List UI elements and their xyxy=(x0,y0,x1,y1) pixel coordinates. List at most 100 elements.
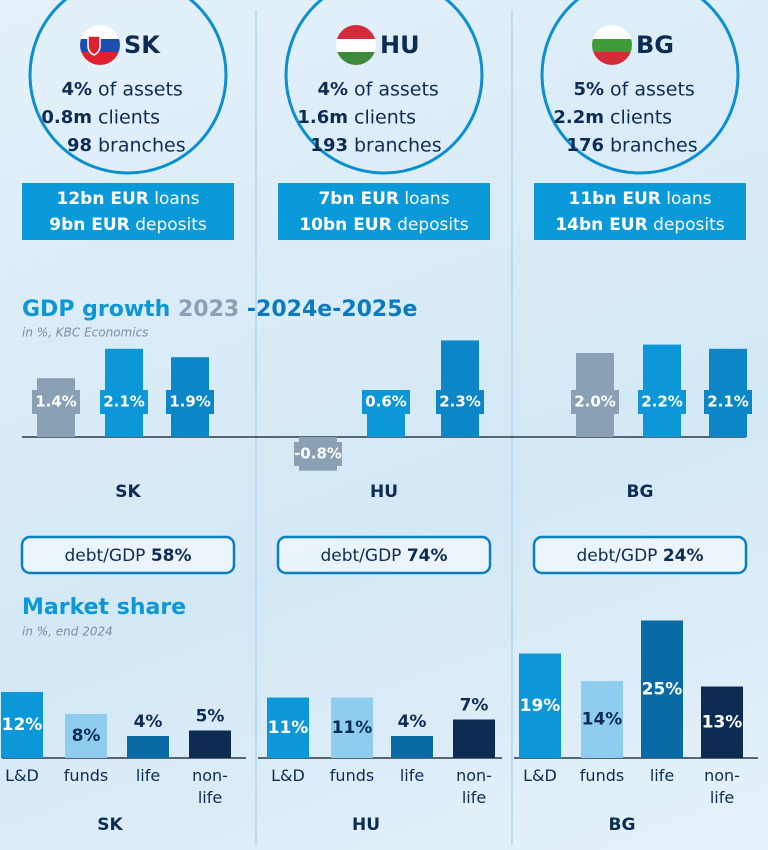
stat-value: 193 xyxy=(310,135,348,156)
label-bg xyxy=(436,390,484,414)
x-tick-label: HU xyxy=(370,482,398,502)
market-subtitle: in %, end 2024 xyxy=(22,625,113,639)
country-code: BG xyxy=(636,31,674,59)
stat-value: 5% xyxy=(573,79,604,100)
category-label: non-life xyxy=(192,766,228,807)
value: 24% xyxy=(663,546,704,566)
category-text: non-life xyxy=(704,766,740,807)
stat-value: 98 xyxy=(67,135,92,156)
country-code: HU xyxy=(380,31,420,59)
value-label: 1.4% xyxy=(35,393,77,411)
stat-label: branches xyxy=(610,135,698,157)
gdp-subtitle: in %, KBC Economics xyxy=(22,326,148,340)
bar xyxy=(65,714,107,758)
label: debt/GDP xyxy=(320,546,401,566)
value-label: 2.3% xyxy=(439,393,481,411)
value: 12bn EUR xyxy=(57,189,149,209)
line-text: 9bn EUR deposits xyxy=(49,215,207,235)
stat-label: clients xyxy=(610,107,672,129)
value-label: 4% xyxy=(134,712,163,732)
stat-value: 0.8m xyxy=(41,107,92,128)
line-text: 7bn EUR loans xyxy=(318,189,449,209)
line-text: 14bn EUR deposits xyxy=(555,215,724,235)
category-label: funds xyxy=(330,766,374,785)
line-text: 11bn EUR loans xyxy=(569,189,712,209)
value-label: 2.2% xyxy=(641,393,683,411)
stat-value: 4% xyxy=(61,79,92,100)
balance-box xyxy=(22,183,234,240)
category-text: non-life xyxy=(456,766,492,807)
value: 9bn EUR xyxy=(49,215,130,235)
value-label: 25% xyxy=(642,679,683,699)
card-circle xyxy=(28,0,228,175)
stat-label: of assets xyxy=(354,79,439,101)
bar xyxy=(441,340,479,437)
label-bg xyxy=(166,390,214,414)
value: 11bn EUR xyxy=(569,189,661,209)
value-label: 1.9% xyxy=(169,393,211,411)
category-text: L&D xyxy=(271,766,305,785)
category-label: life xyxy=(135,766,161,785)
label: loans xyxy=(404,189,449,209)
category-label: L&D xyxy=(523,766,557,785)
label-bg xyxy=(704,390,752,414)
bar xyxy=(701,686,743,758)
bar xyxy=(391,736,433,758)
value-label: 2.1% xyxy=(103,393,145,411)
category-label: L&D xyxy=(5,766,39,785)
value-label: 0.6% xyxy=(365,393,407,411)
label: loans xyxy=(154,189,199,209)
label-bg xyxy=(571,390,619,414)
line-text: debt/GDP 58% xyxy=(64,546,191,566)
value: 14bn EUR xyxy=(555,215,647,235)
stat-value: 2.2m xyxy=(553,107,604,128)
category-text: L&D xyxy=(5,766,39,785)
card-circle xyxy=(284,0,484,175)
bar xyxy=(267,697,309,758)
country-code: SK xyxy=(124,31,161,59)
bar xyxy=(1,692,43,758)
title: GDP growth xyxy=(22,297,170,322)
label: deposits xyxy=(135,215,207,235)
category-label: funds xyxy=(579,766,625,785)
value: 74% xyxy=(407,546,448,566)
category-text: non-life xyxy=(192,766,228,807)
value-label: 2.0% xyxy=(574,393,616,411)
x-tick-label: BG xyxy=(627,482,654,502)
title-part: -2024e-2025e xyxy=(247,297,418,322)
line-text: 12bn EUR loans xyxy=(57,189,200,209)
category-text: funds xyxy=(579,766,625,785)
gdp-title: GDP growth 2023 -2024e-2025e xyxy=(22,297,417,322)
value-label: 7% xyxy=(460,696,489,716)
label-bg xyxy=(32,390,80,414)
category-label: life xyxy=(399,766,425,785)
value: 58% xyxy=(151,546,192,566)
bar xyxy=(581,681,623,758)
value-label: 5% xyxy=(196,707,225,727)
bar xyxy=(127,736,169,758)
bar xyxy=(641,620,683,758)
label-bg xyxy=(294,442,342,466)
category-text: life xyxy=(399,766,425,785)
balance-box xyxy=(278,183,490,240)
value-label: 11% xyxy=(268,718,309,738)
bar xyxy=(189,730,231,758)
debt-box xyxy=(276,535,492,575)
flag-bg xyxy=(592,25,632,65)
group-label: BG xyxy=(609,815,636,835)
debt-box xyxy=(532,535,748,575)
line-text: debt/GDP 74% xyxy=(320,546,447,566)
label: debt/GDP xyxy=(576,546,657,566)
value: 10bn EUR xyxy=(299,215,391,235)
label: deposits xyxy=(653,215,725,235)
value-label: 12% xyxy=(2,715,43,735)
stat-label: of assets xyxy=(98,79,183,101)
market-title: Market share xyxy=(22,595,186,620)
category-text: L&D xyxy=(523,766,557,785)
category-text: life xyxy=(135,766,161,785)
flag-hu xyxy=(336,25,376,65)
value-label: -0.8% xyxy=(294,445,342,463)
category-label: funds xyxy=(64,766,108,785)
category-label: non-life xyxy=(456,766,492,807)
